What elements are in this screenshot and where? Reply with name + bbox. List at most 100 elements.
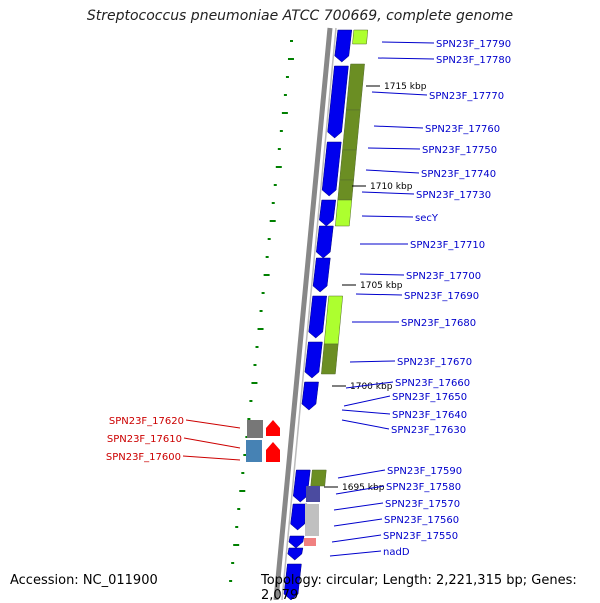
gene-arrow-red <box>266 442 280 462</box>
label-line <box>367 147 421 150</box>
gc-mark <box>269 220 276 222</box>
gene-label: nadD <box>383 547 410 558</box>
label-line <box>341 409 391 415</box>
gene-label: SPN23F_17710 <box>410 240 485 251</box>
tick-label: 1700 kbp <box>350 382 393 392</box>
gene-block-steel <box>246 440 262 462</box>
gc-mark <box>237 508 241 510</box>
tick-label: 1705 kbp <box>360 281 403 291</box>
gc-mark <box>259 310 263 312</box>
gene-arrow <box>319 199 337 227</box>
gc-mark <box>241 472 245 474</box>
gene-arrow <box>304 341 323 379</box>
label-line <box>381 41 435 44</box>
gene-label: SPN23F_17740 <box>421 169 496 180</box>
label-line <box>331 534 382 543</box>
gene-label: SPN23F_17680 <box>401 318 476 329</box>
label-line <box>365 169 420 174</box>
gene-block <box>345 63 365 111</box>
gene-label: SPN23F_17630 <box>391 425 466 436</box>
gc-mark <box>287 58 294 60</box>
gene-block <box>339 149 357 181</box>
gc-mark <box>229 580 233 582</box>
gene-label: SPN23F_17570 <box>385 499 460 510</box>
gene-block <box>335 199 353 227</box>
gc-mark <box>277 148 281 150</box>
gc-mark <box>239 490 246 492</box>
gene-label: SPN23F_17650 <box>392 392 467 403</box>
label-line <box>333 502 384 511</box>
forward-strand-genes <box>283 29 353 600</box>
gene-label: SPN23F_17620 <box>109 416 184 427</box>
gc-mark <box>285 76 289 78</box>
gc-mark <box>275 166 282 168</box>
gene-label: SPN23F_17610 <box>107 434 182 445</box>
tick-label: 1695 kbp <box>342 483 385 493</box>
gc-mark <box>271 202 275 204</box>
kbp-ticks: 1715 kbp 1710 kbp 1705 kbp 1700 kbp 1695 kbp <box>324 82 427 493</box>
label-line <box>341 419 390 430</box>
label-line <box>333 518 383 527</box>
gene-block <box>323 295 343 345</box>
gc-mark <box>273 184 277 186</box>
reverse-strand-genes <box>310 29 369 487</box>
gene-arrow <box>287 547 304 561</box>
backbone-line-inner <box>281 27 337 600</box>
gene-label: SPN23F_17730 <box>416 190 491 201</box>
label-line <box>361 191 415 195</box>
gene-label: SPN23F_17560 <box>384 515 459 526</box>
gene-arrow <box>283 563 302 600</box>
tick-label: 1715 kbp <box>384 82 427 92</box>
map-title: Streptococcus pneumoniae ATCC 700669, co… <box>86 8 514 24</box>
gene-arrow-red <box>266 420 280 436</box>
gene-block <box>342 109 361 151</box>
gene-block <box>352 29 369 45</box>
label-line <box>373 125 424 129</box>
gene-arrow <box>321 141 342 197</box>
gene-arrow <box>301 381 319 411</box>
gene-label: SPN23F_17660 <box>395 378 470 389</box>
gene-label: SPN23F_17770 <box>429 91 504 102</box>
gc-mark <box>247 418 251 420</box>
gene-label: SPN23F_17760 <box>425 124 500 135</box>
gc-mark <box>279 130 283 132</box>
gc-mark <box>263 274 270 276</box>
gene-arrow <box>316 225 334 259</box>
gene-arrow <box>288 535 305 549</box>
gene-label: SPN23F_17550 <box>383 531 458 542</box>
gene-label: SPN23F_17790 <box>436 39 511 50</box>
label-line <box>355 293 403 296</box>
gene-label: SPN23F_17750 <box>422 145 497 156</box>
label-line <box>185 419 241 429</box>
gene-block <box>310 469 327 487</box>
gc-mark <box>233 544 240 546</box>
label-line <box>377 57 435 60</box>
gene-label: secY <box>415 213 439 224</box>
gene-arrow <box>334 29 353 63</box>
gc-mark <box>243 454 247 456</box>
gc-mark <box>249 400 253 402</box>
gc-mark <box>281 112 288 114</box>
gene-label: SPN23F_17580 <box>386 482 461 493</box>
gene-label: SPN23F_17670 <box>397 357 472 368</box>
gc-mark <box>267 238 271 240</box>
gene-block-gray <box>247 420 263 438</box>
gene-block-light <box>305 504 319 536</box>
gc-mark <box>231 562 235 564</box>
gene-arrow <box>290 503 308 531</box>
topology-text: Topology: circular; Length: 2,221,315 bp… <box>261 573 577 603</box>
gene-block <box>321 343 339 375</box>
gene-arrow <box>327 65 349 139</box>
label-line <box>361 215 414 218</box>
label-line <box>337 469 386 479</box>
gc-mark <box>235 526 239 528</box>
label-connector-lines <box>182 41 435 557</box>
gc-content-track <box>229 40 294 582</box>
label-line <box>359 273 405 276</box>
gene-label: SPN23F_17600 <box>106 452 181 463</box>
gene-block-purple <box>306 486 320 502</box>
gene-label: SPN23F_17690 <box>404 291 479 302</box>
gc-mark <box>251 382 258 384</box>
gc-mark <box>255 346 259 348</box>
